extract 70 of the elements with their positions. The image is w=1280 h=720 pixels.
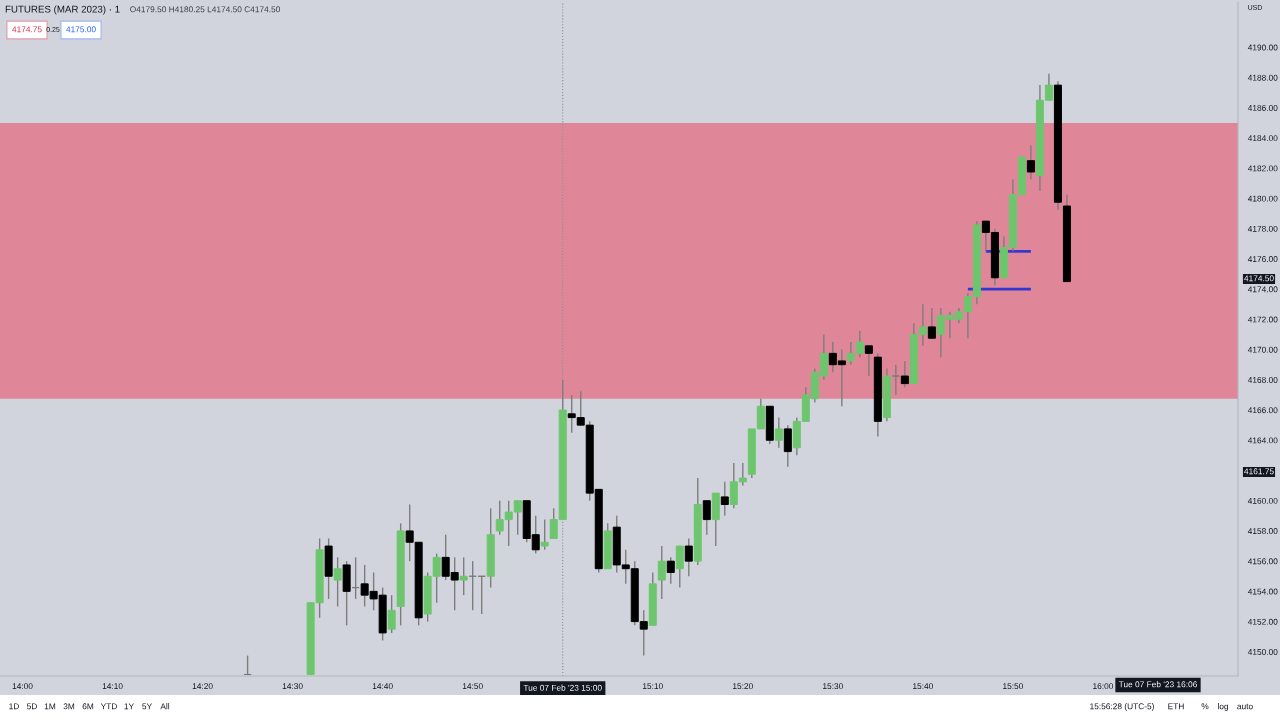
y-tick-label: 4150.00 [1247,649,1278,655]
y-tick-label: 4156.00 [1247,558,1278,565]
y-tick-label: 4154.00 [1247,588,1278,595]
text: 1Y [124,703,134,710]
text: 1M [44,703,56,710]
text: 4174.50 [1244,275,1274,282]
x-tick-label: 14:00 [12,683,33,690]
text: Tue 07 Feb '23 16:06 [1118,681,1197,688]
candlestick [1026,144,1035,181]
candlestick [387,594,396,634]
candlestick [891,363,900,396]
candlestick [333,556,342,608]
x-tick-label: 14:10 [102,683,123,690]
candlestick [774,416,783,449]
y-tick-label: 4170.00 [1247,346,1278,353]
y-tick-label: 4190.00 [1247,44,1278,51]
x-tick-label: 14:20 [192,683,213,690]
y-tick-label: 4160.00 [1247,497,1278,504]
y-tick-label: 4164.00 [1247,437,1278,444]
text: 5D [27,703,37,710]
text: YTD [100,703,117,710]
text: log [1218,703,1229,711]
candlestick [783,424,792,468]
text: 4161.75 [1244,468,1274,475]
text: % [1201,703,1209,710]
y-tick-label: 4176.00 [1247,256,1278,263]
annotation: 4175.00 [66,26,96,33]
candlestick [675,545,684,589]
x-tick-label: 15:30 [823,683,843,690]
candlestick [927,307,936,339]
y-tick-label: 4180.00 [1247,195,1278,202]
candlestick [702,500,711,536]
x-tick-label: 14:50 [462,683,483,690]
annotation: 4174.75 [12,26,42,33]
chart-title: FUTURES (MAR 2023) · 1 [5,5,120,15]
candlestick [684,537,693,577]
text: ETH [1168,703,1184,710]
y-tick-label: 4184.00 [1247,135,1278,142]
y-tick-label: 4186.00 [1247,104,1278,111]
text: 5Y [142,703,152,710]
candlestick [864,345,873,377]
x-tick-label: 15:50 [1003,683,1024,690]
candlestick [720,481,729,517]
x-tick-label: 15:20 [733,683,753,690]
text: 6M [82,703,94,710]
x-tick-label: 14:40 [372,683,393,690]
x-tick-label: 15:40 [913,683,933,690]
y-tick-label: 4168.00 [1247,377,1278,383]
y-tick-label: 4166.00 [1247,407,1278,414]
y-tick-label: 4174.00 [1247,286,1278,293]
ref-line-label: Tue 07 Feb '23 15:00 [523,684,602,691]
candlestick [900,360,909,389]
text: 1D [9,703,19,710]
y-tick-label: 4178.00 [1247,225,1278,232]
y-tick-label: 4172.00 [1247,316,1278,323]
candlestick [657,545,666,600]
candlestick [540,518,549,551]
x-tick-label: 15:10 [642,683,663,690]
chart-subtitle: O4179.50 H4180.25 L4174.50 C4174.50 [130,6,281,13]
text: auto [1237,703,1253,710]
y-tick-label: 4182.00 [1247,165,1278,172]
text: 3M [63,703,75,710]
x-tick-label: 16:00 [1093,683,1114,690]
candlestick [666,556,675,585]
text: 15:56:28 (UTC-5) [1090,703,1154,711]
y-tick-label: 4152.00 [1247,618,1278,625]
text: All [160,703,170,710]
x-tick-label: 14:30 [282,683,303,690]
y-tick-label: 4188.00 [1247,74,1278,81]
y-tick-label: 4158.00 [1247,528,1278,535]
